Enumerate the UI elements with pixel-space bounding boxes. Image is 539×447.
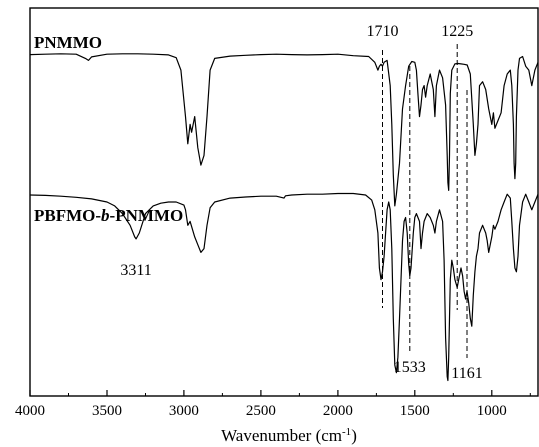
annotation-label-1225: 1225 <box>441 23 473 40</box>
annotation-label-1710: 1710 <box>367 23 399 40</box>
x-axis-title-text: Wavenumber (cm <box>221 426 342 445</box>
series-label-2-part-3: -PNMMO <box>110 206 184 225</box>
x-tick-label-3000: 3000 <box>169 403 199 419</box>
plot-frame <box>29 7 539 397</box>
series-label-2-part-2: b <box>101 206 110 225</box>
annotation-label-3311: 3311 <box>120 262 151 279</box>
x-axis-title-end: ) <box>351 426 357 445</box>
series-label-1: PNMMO <box>34 33 102 52</box>
x-tick-label-1000: 1000 <box>477 403 507 419</box>
x-axis-title: Wavenumber (cm-1) <box>221 426 357 445</box>
series-layer: PNMMO PBFMO-b-PNMMO <box>29 33 539 382</box>
annotation-label-1533: 1533 <box>394 359 426 376</box>
series-line-1 <box>29 53 539 207</box>
annotation-layer: 1710 1533 1225 1161 3311 <box>120 23 482 382</box>
series-label-2: PBFMO-b-PNMMO <box>34 206 183 225</box>
annotation-label-1161: 1161 <box>451 365 482 382</box>
series-label-1-part-1: PNMMO <box>34 33 102 52</box>
x-axis-title-sup: -1 <box>342 426 351 438</box>
x-tick-label-1500: 1500 <box>400 403 430 419</box>
x-tick-label-4000: 4000 <box>15 403 45 419</box>
x-tick-label-3500: 3500 <box>92 403 122 419</box>
x-axis: 4000 3500 3000 2500 2000 1500 1000 <box>15 390 531 419</box>
series-label-2-part-1: PBFMO- <box>34 206 101 225</box>
x-tick-label-2500: 2500 <box>246 403 276 419</box>
x-tick-label-2000: 2000 <box>323 403 353 419</box>
